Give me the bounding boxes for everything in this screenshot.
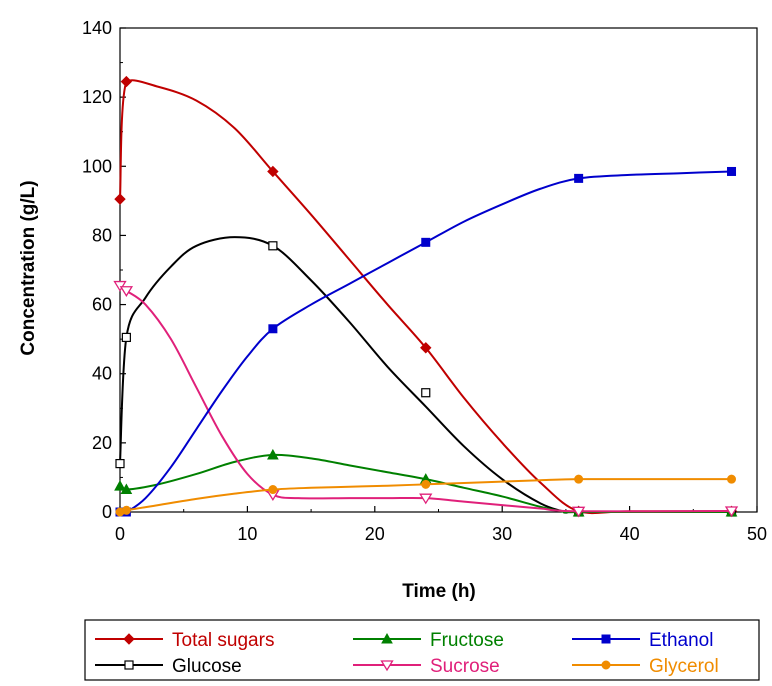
legend-swatch-marker — [601, 660, 611, 670]
glucose-point — [121, 332, 131, 343]
ethanol-point — [421, 237, 431, 247]
legend-swatch-marker — [123, 633, 135, 645]
legend-entry-fructose: Fructose — [353, 630, 504, 651]
total-sugars-point — [267, 165, 279, 178]
plot-frame — [119, 27, 758, 513]
y-tick-label: 100 — [82, 156, 112, 176]
x-tick-label: 20 — [365, 524, 385, 544]
total-sugars-point — [114, 193, 126, 205]
series-ethanol — [115, 166, 737, 517]
y-tick-label: 80 — [92, 225, 112, 245]
glucose-point — [421, 388, 431, 398]
x-axis-label: Time (h) — [402, 581, 476, 602]
series-total-sugars — [114, 75, 738, 518]
glycerol-line — [119, 478, 732, 513]
sucrose-point — [119, 286, 134, 297]
legend-swatch-marker — [380, 660, 394, 672]
y-tick-label: 140 — [82, 18, 112, 38]
x-tick-label: 10 — [237, 524, 257, 544]
x-tick-label: 0 — [115, 524, 125, 544]
sucrose-point — [571, 506, 586, 518]
legend-entry-glycerol: Glycerol — [572, 656, 719, 677]
sucrose-point — [724, 506, 739, 518]
fructose-point — [114, 480, 126, 491]
series-glycerol — [115, 474, 737, 517]
glycerol-point — [727, 474, 737, 484]
series-group — [113, 75, 739, 518]
legend-entry-glucose: Glucose — [95, 656, 242, 677]
axes: 0 20 40 60 80 100 120 140 0 10 20 30 40 50 — [82, 18, 767, 544]
legend-label: Glycerol — [649, 656, 719, 677]
ethanol-point — [268, 324, 278, 334]
total-sugars-point — [120, 75, 133, 88]
x-tick-label: 30 — [492, 524, 512, 544]
legend-label: Glucose — [172, 656, 242, 677]
glucose-point — [268, 241, 278, 251]
legend-label: Total sugars — [172, 630, 274, 651]
y-axis-label: Concentration (g/L) — [18, 180, 39, 355]
total-sugars-line — [119, 79, 732, 515]
legend-swatch-marker — [601, 634, 611, 644]
legend: Total sugars Fructose Ethanol Glucose Sucros… — [84, 619, 760, 681]
y-tick-label: 60 — [92, 295, 112, 315]
fructose-point — [267, 448, 279, 460]
glucose-line — [119, 236, 732, 514]
legend-label: Sucrose — [430, 656, 500, 677]
legend-label: Ethanol — [649, 630, 713, 651]
sucrose-point — [113, 280, 127, 292]
glycerol-point — [421, 479, 431, 489]
ethanol-point — [574, 173, 584, 183]
ethanol-point — [727, 166, 737, 176]
legend-box — [84, 619, 760, 681]
fructose-point — [120, 483, 133, 495]
glycerol-point — [121, 505, 131, 515]
legend-entry-total-sugars: Total sugars — [95, 630, 274, 651]
glycerol-point — [574, 474, 584, 484]
legend-swatch-marker — [381, 632, 393, 644]
y-tick-label: 20 — [92, 433, 112, 453]
y-tick-label: 120 — [82, 87, 112, 107]
legend-entry-ethanol: Ethanol — [572, 630, 713, 651]
glucose-point — [115, 459, 125, 469]
y-tick-label: 40 — [92, 364, 112, 384]
total-sugars-point — [420, 342, 432, 354]
legend-entry-sucrose: Sucrose — [353, 656, 500, 677]
sucrose-point — [419, 493, 433, 505]
legend-label: Fructose — [430, 630, 504, 651]
glycerol-point — [268, 485, 278, 495]
x-tick-label: 40 — [620, 524, 640, 544]
y-tick-label: 0 — [102, 502, 112, 522]
legend-swatch-marker — [124, 660, 134, 670]
sucrose-line — [119, 284, 732, 513]
x-tick-label: 50 — [747, 524, 767, 544]
